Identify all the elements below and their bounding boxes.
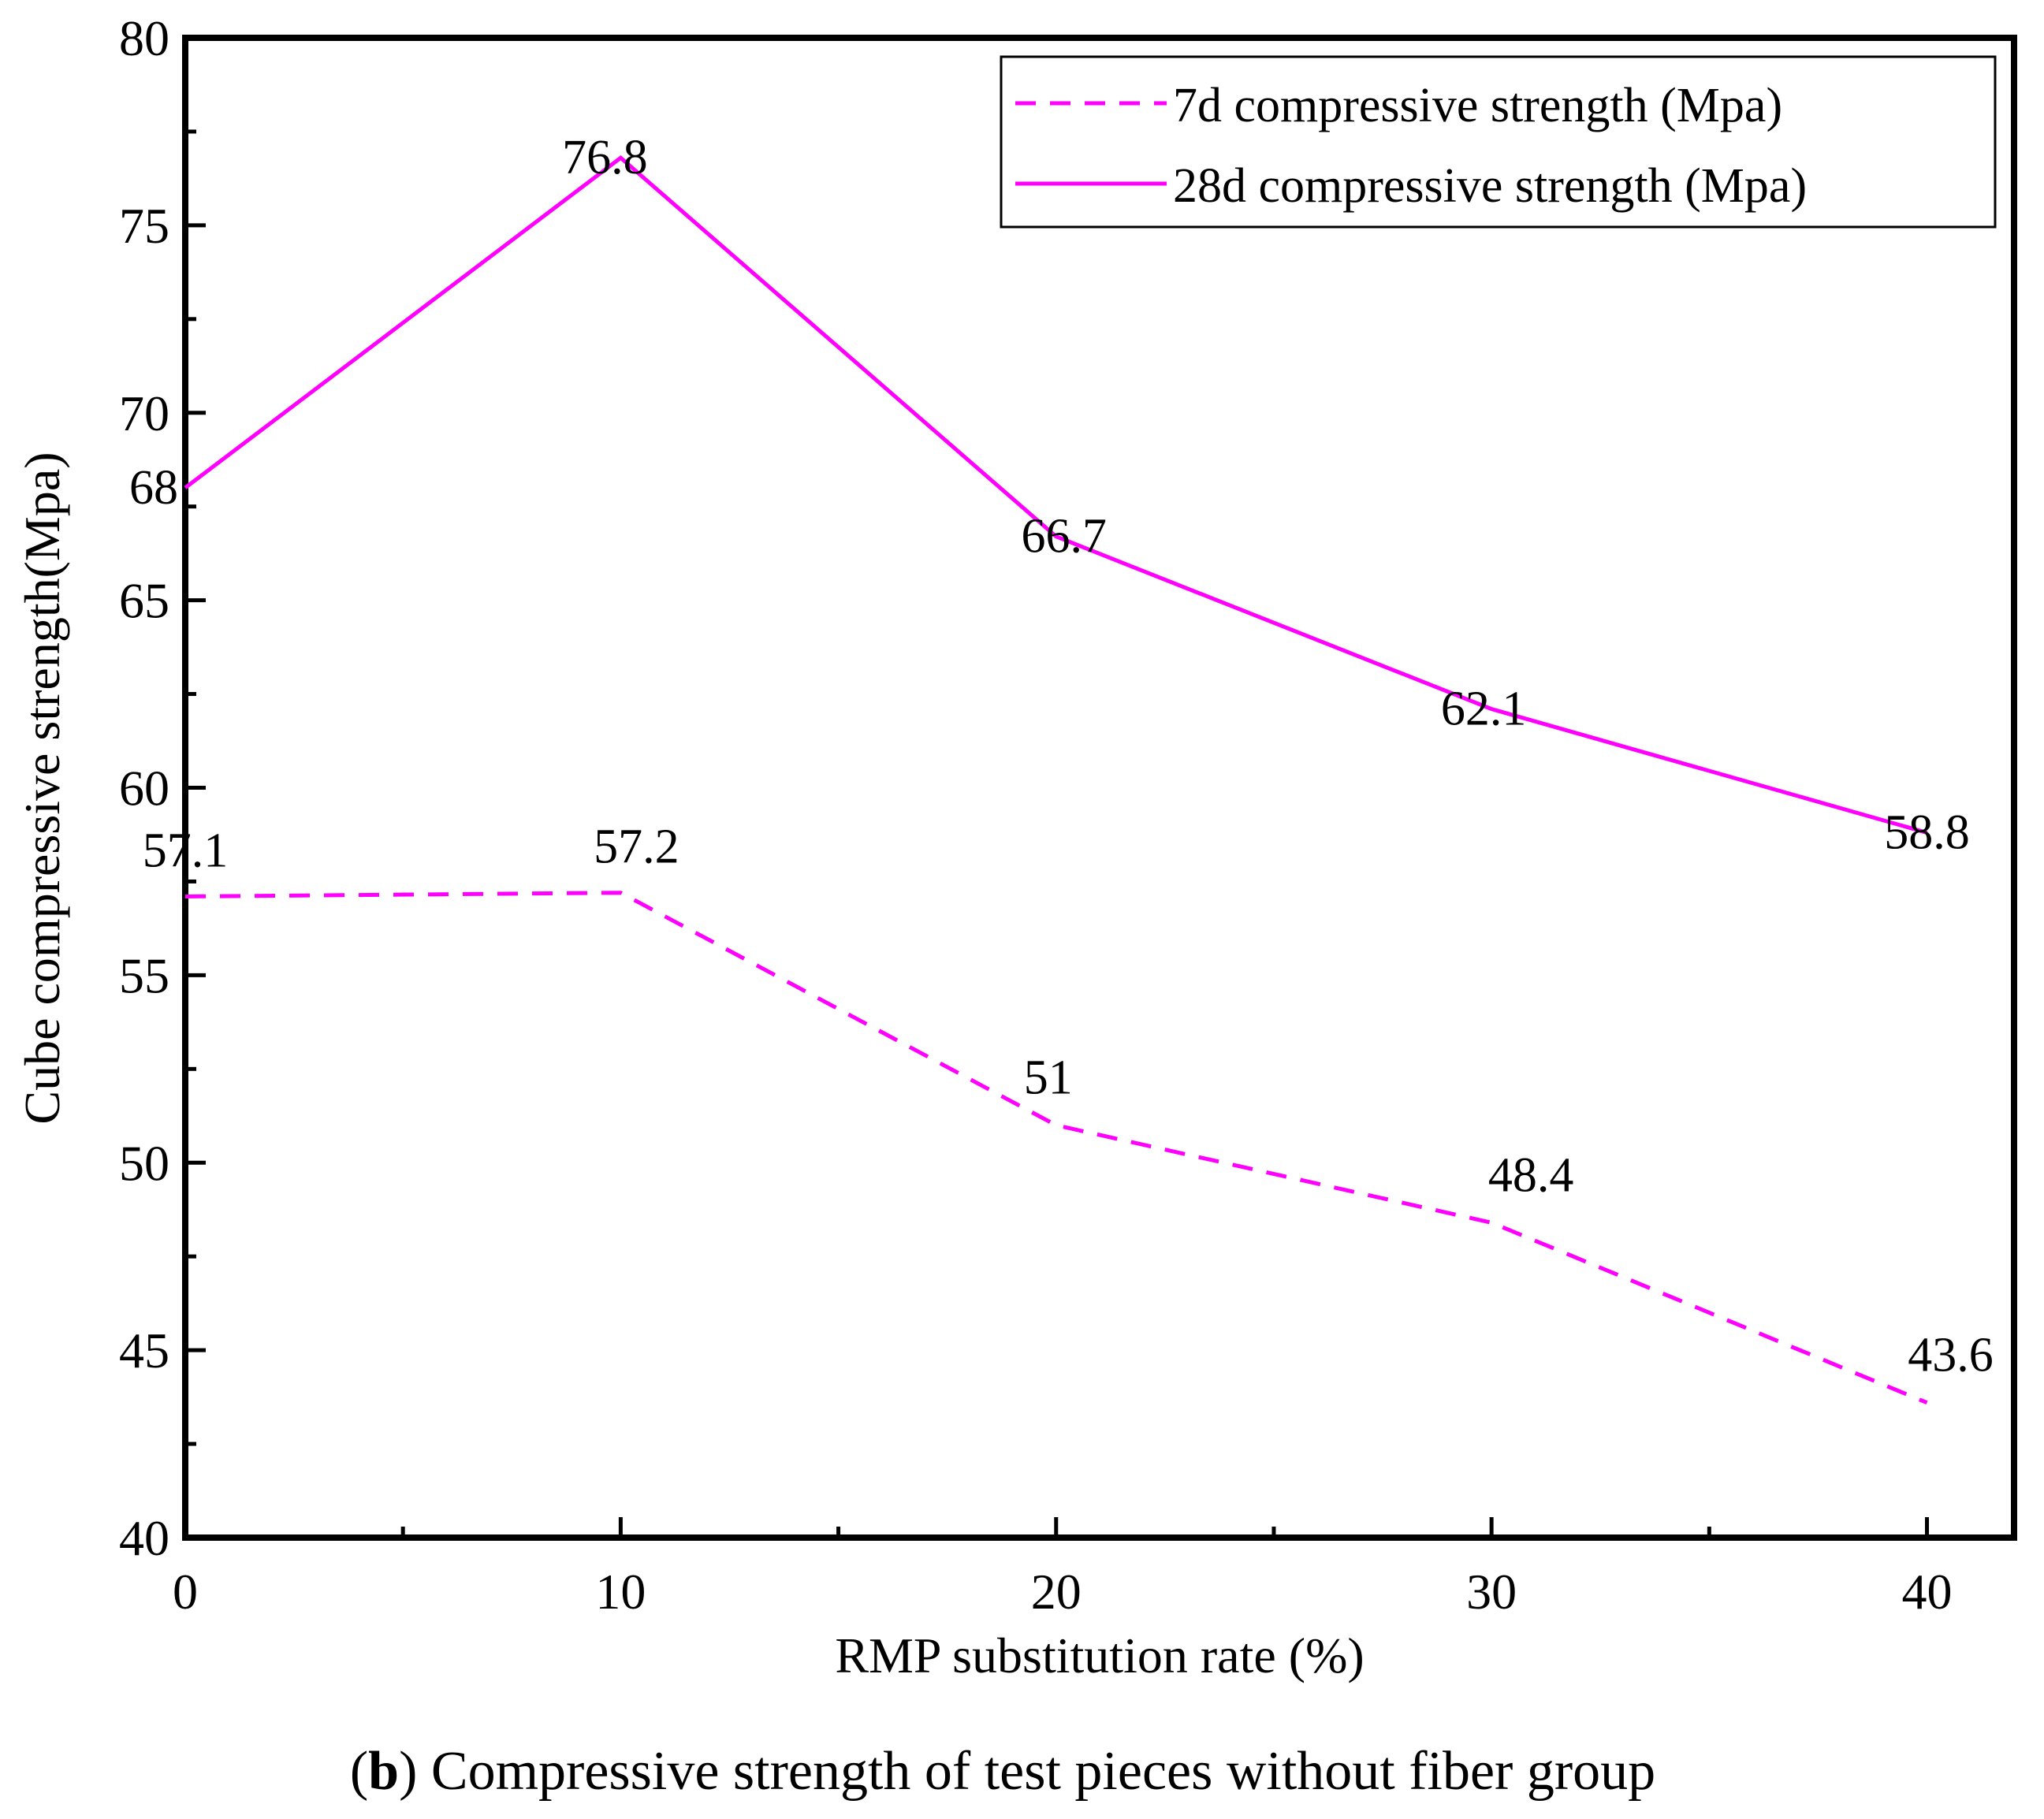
x-axis-title: RMP substitution rate (%): [835, 1627, 1364, 1683]
y-tick-label: 45: [119, 1322, 169, 1378]
y-tick-label: 50: [119, 1135, 169, 1191]
y-tick-label: 60: [119, 761, 169, 817]
label-7d-40: 43.6: [1908, 1329, 1994, 1382]
label-28d-20: 66.7: [1022, 510, 1108, 564]
y-tick-label: 70: [119, 385, 169, 441]
label-28d-10: 76.8: [562, 131, 648, 184]
label-28d-0: 68: [129, 461, 178, 515]
series-lines: [184, 155, 1928, 1405]
y-tick-label: 80: [119, 10, 169, 66]
caption-letter: b: [368, 1741, 399, 1802]
legend-box: [1000, 55, 1997, 229]
legend: 7d compressive strength (Mpa) 28d compre…: [1000, 55, 1997, 229]
x-tick-label: 40: [1902, 1564, 1953, 1620]
series-7d-line: [184, 891, 1928, 1405]
caption-text: ) Compressive strength of test pieces wi…: [399, 1741, 1655, 1802]
x-tick-label: 20: [1031, 1564, 1082, 1620]
x-tick-label: 0: [173, 1564, 198, 1620]
series-28d-line: [184, 155, 1928, 835]
y-tick-label: 65: [119, 573, 169, 629]
label-7d-10: 57.2: [594, 820, 679, 874]
label-7d-0: 57.1: [143, 824, 229, 877]
x-tick-label: 30: [1466, 1564, 1517, 1620]
legend-label-7d: 7d compressive strength (Mpa): [1173, 79, 1782, 132]
y-tick-label: 40: [119, 1510, 169, 1566]
axis-ticks: [183, 35, 1930, 1540]
y-tick-label: 55: [119, 947, 169, 1003]
legend-label-28d: 28d compressive strength (Mpa): [1173, 159, 1807, 213]
caption-open: (: [350, 1741, 368, 1802]
label-7d-30: 48.4: [1488, 1148, 1574, 1202]
label-7d-20: 51: [1024, 1051, 1073, 1105]
data-labels: 57.1 57.2 51 48.4 43.6 68 76.8 66.7 62.1 58.8: [129, 131, 1994, 1382]
label-28d-30: 62.1: [1441, 683, 1527, 736]
x-axis-tick-labels: 0 10 20 30 40: [173, 1564, 1953, 1620]
y-axis-title: Cube compressive strength(Mpa): [14, 452, 70, 1124]
figure-caption: (b) Compressive strength of test pieces …: [350, 1741, 1655, 1802]
x-tick-label: 10: [595, 1564, 646, 1620]
label-28d-40: 58.8: [1884, 806, 1970, 860]
y-tick-label: 75: [119, 198, 169, 254]
y-axis-tick-labels: 40 45 50 55 60 65 70 75 80: [119, 10, 169, 1566]
